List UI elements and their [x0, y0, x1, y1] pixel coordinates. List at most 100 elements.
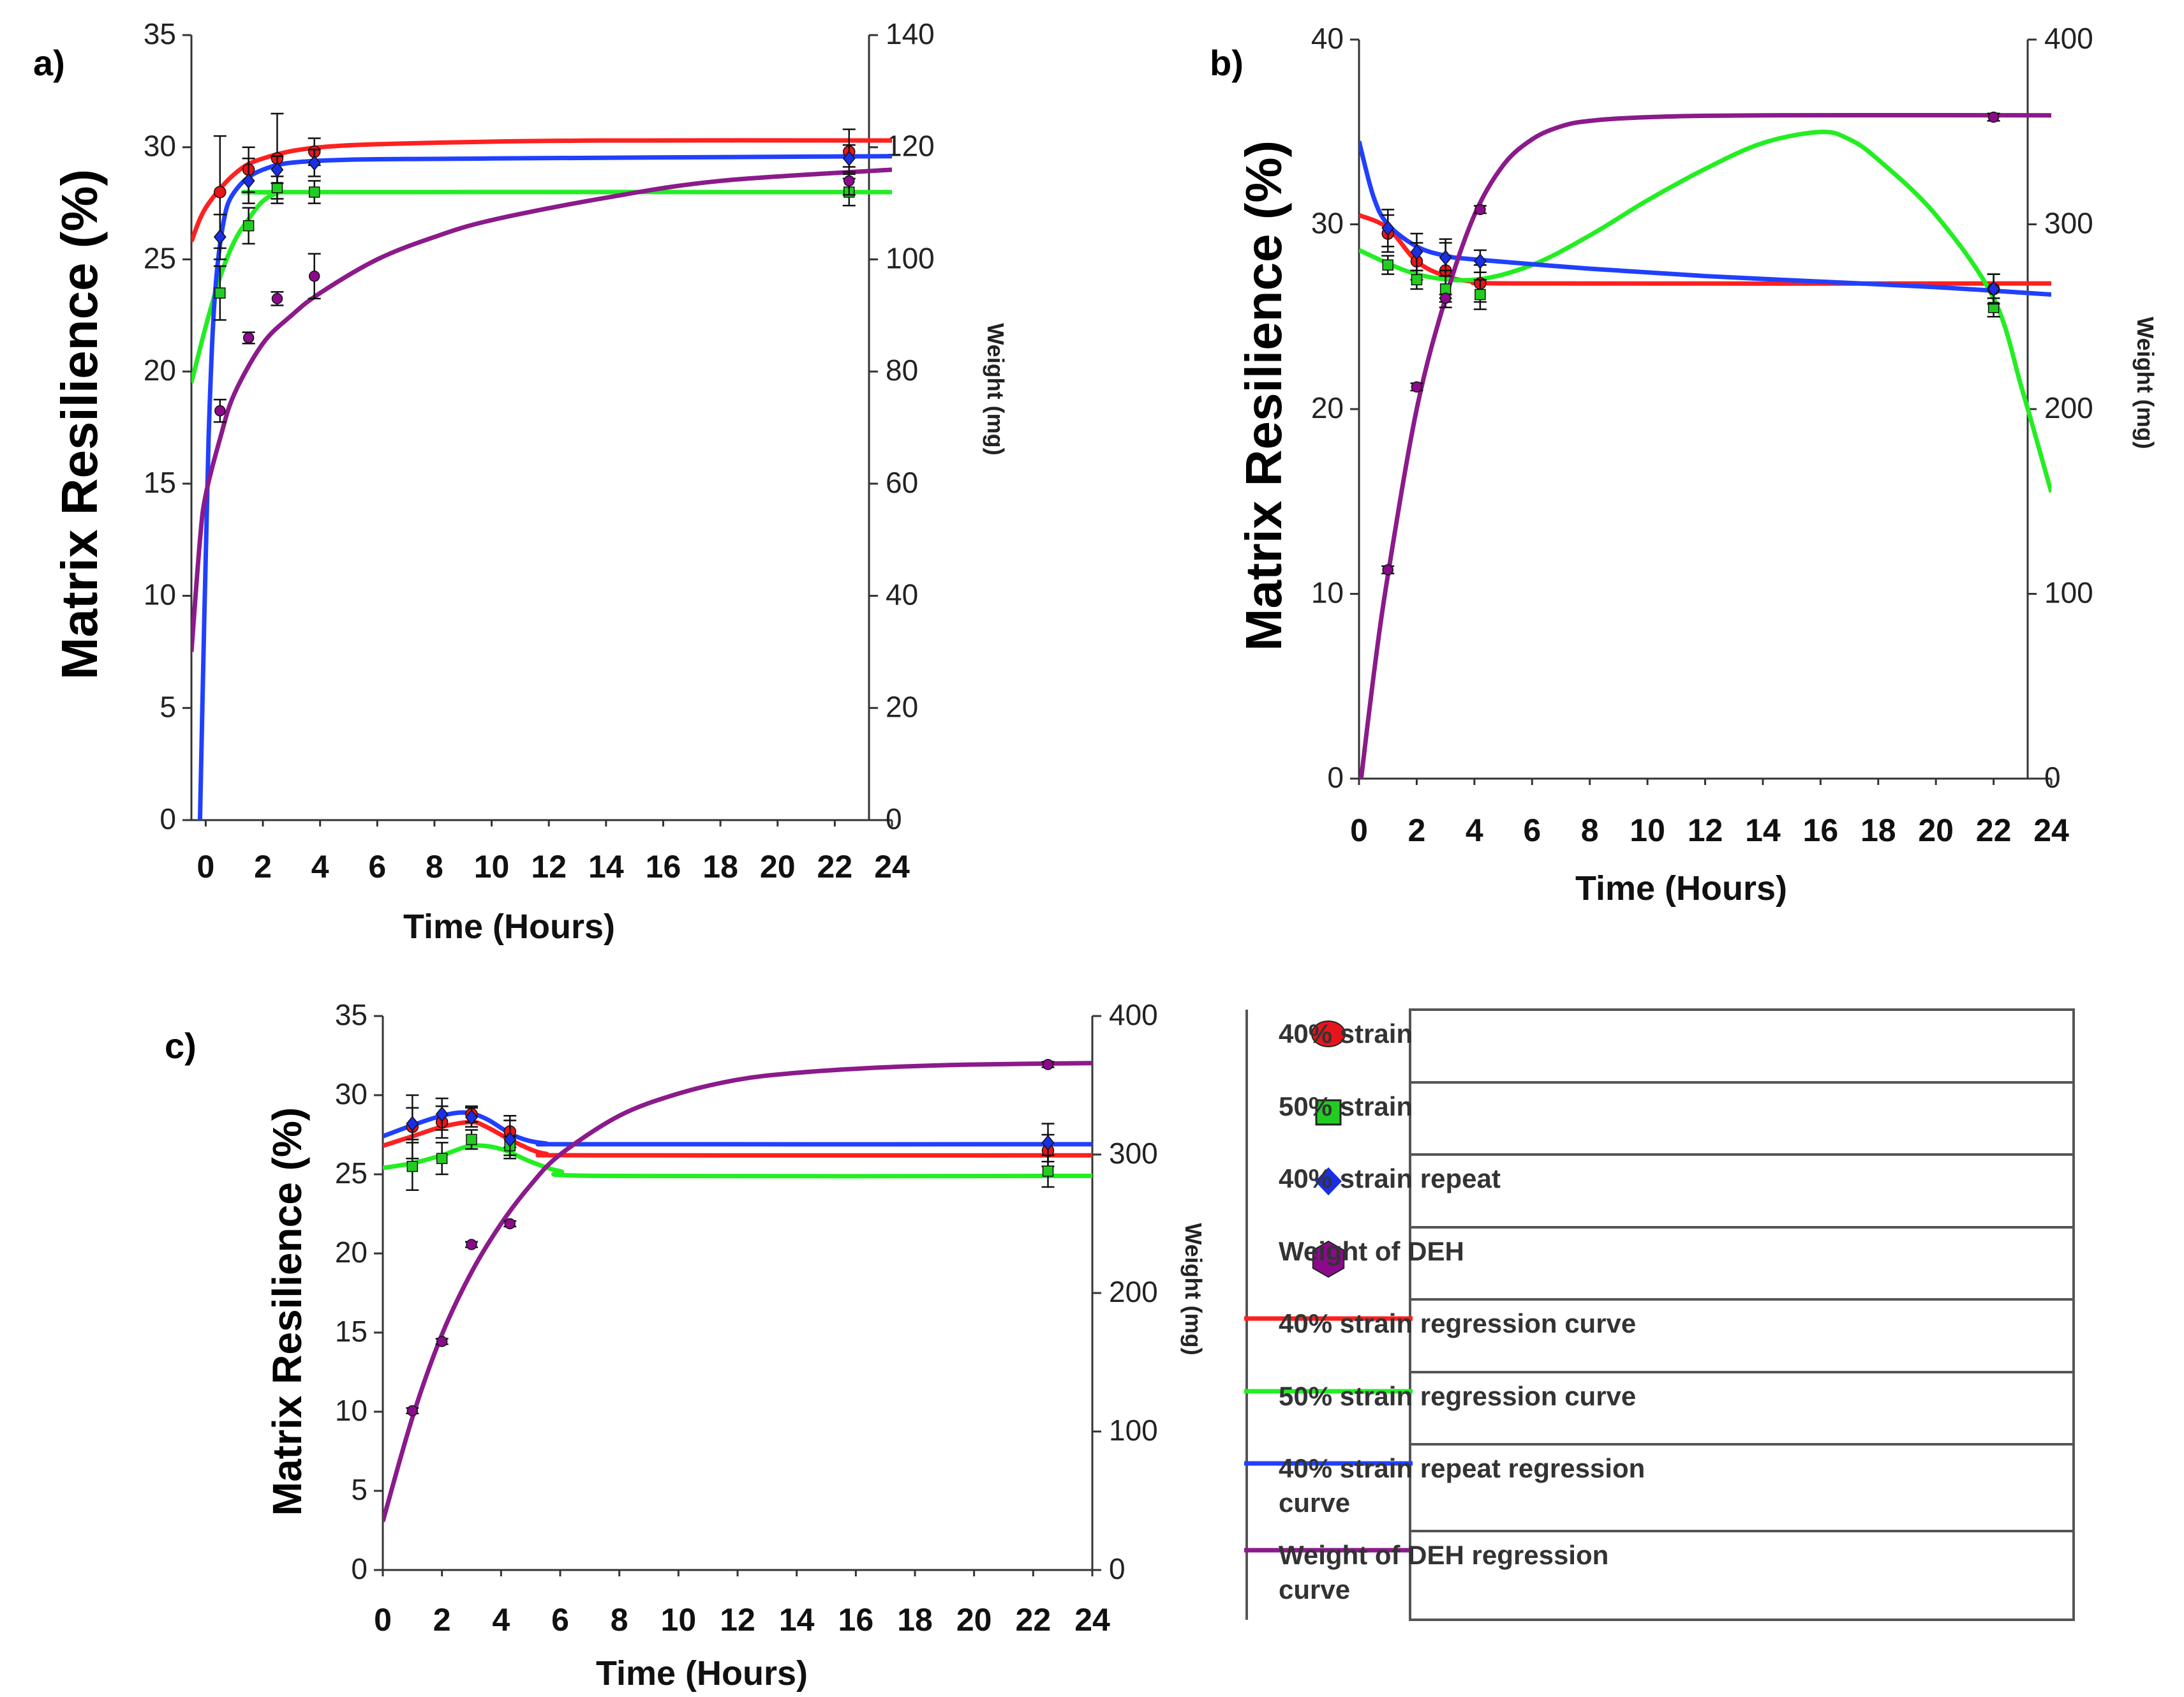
panel-a-x-axis-label: Time (Hours)	[403, 908, 615, 946]
panel-a-x-tick-label: 2	[254, 849, 272, 885]
panel-b-40-strain-repeat-data-point	[1473, 253, 1487, 269]
panel-a-x-tick-label: 4	[311, 849, 329, 885]
panel-c-x-tick-label: 8	[611, 1602, 628, 1638]
panel-c-x-tick-label: 0	[374, 1602, 392, 1638]
panel-a-y-tick-label: 10	[144, 578, 176, 611]
panel-a-40-strain-repeat-data-point	[271, 161, 284, 178]
panel-c-y2-tick-label: 0	[1109, 1552, 1125, 1585]
panel-b-x-tick-label: 4	[1466, 812, 1483, 848]
panel-b-y2-tick-label: 0	[2044, 761, 2061, 794]
panel-b-x-tick-label: 8	[1581, 812, 1599, 848]
legend-frame	[1409, 1008, 2075, 1621]
panel-a-chart: a) Matrix Resilience (%) Weight (mg) Tim…	[33, 17, 1009, 946]
panel-b-x-tick-label: 20	[1918, 812, 1954, 848]
panel-b-x-tick-label: 16	[1803, 812, 1839, 848]
panel-c-x-tick-label: 14	[779, 1602, 815, 1638]
legend-label: 40% strain repeat regression	[1279, 1453, 1645, 1483]
panel-b-weight-deh-data-point	[1411, 381, 1423, 393]
panel-a-40-strain-repeat-data-point	[213, 229, 227, 245]
panel-b-50-strain-regression-curve	[1359, 130, 2051, 493]
panel-a-x-tick-label: 18	[702, 849, 738, 885]
panel-b-40-strain-repeat-data-point	[1410, 244, 1423, 260]
panel-c-label: c)	[165, 1026, 197, 1066]
panel-c-40-strain-repeat-data-point	[1041, 1135, 1055, 1151]
panel-a-50-strain-data-point	[214, 287, 226, 299]
legend: 40% strain 50% strain 40% strain repeat Wei…	[1244, 1008, 2075, 1621]
panel-c-40-strain-repeat-data-point	[465, 1109, 478, 1125]
panel-c-weight-deh-data-point	[504, 1218, 516, 1230]
panel-c-x-tick-label: 16	[838, 1602, 874, 1638]
panel-b-y-axis-label: Matrix Resilience (%)	[1235, 140, 1292, 651]
legend-item: 50% strain	[1279, 1081, 2074, 1126]
panel-c-x-tick-label: 18	[897, 1602, 933, 1638]
panel-c-y-tick-label: 35	[335, 998, 368, 1031]
panel-a-y-tick-label: 20	[144, 354, 176, 387]
panel-b-40-strain-repeat-data-point	[1439, 250, 1452, 265]
legend-symbol	[1312, 1240, 1345, 1278]
panel-c-y-axis-label: Matrix Resilience (%)	[264, 1107, 310, 1516]
panel-b-y-tick-label: 0	[1327, 761, 1344, 794]
legend-symbol	[1315, 1099, 1342, 1126]
panel-b-weight-deh-data-point	[1987, 111, 2000, 123]
panel-a-y-tick-label: 0	[160, 802, 176, 835]
legend-label: 50% strain	[1279, 1091, 1413, 1121]
legend-item: 40% strain	[1279, 1019, 1413, 1049]
panel-a-weight-deh-data-point	[271, 293, 283, 304]
panel-a-weight-deh-data-point	[214, 405, 226, 417]
panel-c-y2-tick-label: 300	[1109, 1137, 1158, 1170]
legend-item: 40% strain repeat regression curve	[1244, 1443, 2074, 1518]
panel-a-weight-deh-data-point	[308, 271, 320, 282]
panel-c-x-tick-label: 2	[433, 1602, 451, 1638]
panel-c-x-tick-label: 20	[956, 1602, 992, 1638]
panel-a-y2-axis-label: Weight (mg)	[983, 323, 1009, 455]
panel-a-y-tick-label: 30	[144, 130, 176, 163]
panel-c-y-tick-label: 20	[335, 1236, 368, 1269]
panel-c-x-tick-label: 22	[1016, 1602, 1051, 1638]
legend-item: 50% strain regression curve	[1244, 1371, 2074, 1411]
panel-c-40-strain-repeat-data-point	[406, 1116, 419, 1132]
panel-a-label: a)	[33, 43, 65, 83]
panel-b-x-tick-label: 2	[1408, 812, 1426, 848]
panel-a-x-tick-label: 12	[531, 849, 567, 885]
panel-a-40-strain-repeat-data-point	[842, 151, 856, 167]
panel-a-y2-tick-label: 80	[886, 354, 918, 387]
legend-label: curve	[1279, 1488, 1350, 1518]
panel-b-y-tick-label: 10	[1311, 576, 1344, 609]
panel-c-40-strain-repeat-data-point	[435, 1106, 449, 1122]
panel-a-40-strain-repeat-regression-curve	[197, 154, 892, 820]
panel-b-50-strain-data-point	[1439, 283, 1452, 295]
panel-a-y2-tick-label: 140	[886, 17, 935, 50]
legend-label: 50% strain regression curve	[1279, 1381, 1636, 1411]
panel-a-40-strain-data-point	[214, 186, 227, 198]
panel-b-plot-area	[1359, 111, 2051, 779]
panel-a-50-strain-regression-curve	[191, 190, 892, 384]
panel-a-x-tick-label: 6	[368, 849, 386, 885]
panel-a-y-axis-label: Matrix Resilience (%)	[51, 169, 108, 680]
panel-c-y2-tick-label: 400	[1109, 998, 1158, 1031]
panel-a-50-strain-data-point	[271, 182, 283, 193]
panel-a-y2-tick-label: 20	[886, 690, 918, 723]
legend-label: 40% strain	[1279, 1019, 1413, 1049]
panel-c-y-tick-label: 0	[351, 1552, 368, 1585]
panel-c-y-tick-label: 25	[335, 1156, 368, 1190]
panel-c-weight-deh-data-point	[436, 1336, 448, 1347]
panel-c-x-tick-label: 4	[492, 1602, 510, 1638]
panel-c-x-tick-label: 6	[551, 1602, 569, 1638]
panel-a-y2-tick-label: 0	[886, 802, 902, 835]
panel-a-50-strain-data-point	[242, 220, 255, 232]
panel-a-x-tick-label: 16	[646, 849, 681, 885]
legend-label: Weight of DEH regression	[1279, 1540, 1608, 1570]
panel-a-y2-tick-label: 100	[886, 241, 935, 274]
panel-b-50-strain-data-point	[1382, 259, 1393, 271]
panel-b-y2-tick-label: 300	[2044, 207, 2093, 240]
panel-a-y2-tick-label: 40	[886, 578, 918, 611]
panel-a-weight-deh-data-point	[843, 175, 855, 187]
panel-a-50-strain-data-point	[308, 186, 320, 198]
legend-item: 40% strain repeat	[1279, 1153, 2074, 1195]
panel-a-x-tick-label: 14	[588, 849, 624, 885]
panel-c-40-strain-regression-curve	[383, 1119, 1092, 1158]
panel-b-x-tick-label: 14	[1745, 812, 1781, 848]
panel-a-weight-deh-regression-curve	[191, 167, 892, 652]
panel-b-x-tick-label: 10	[1630, 812, 1665, 848]
